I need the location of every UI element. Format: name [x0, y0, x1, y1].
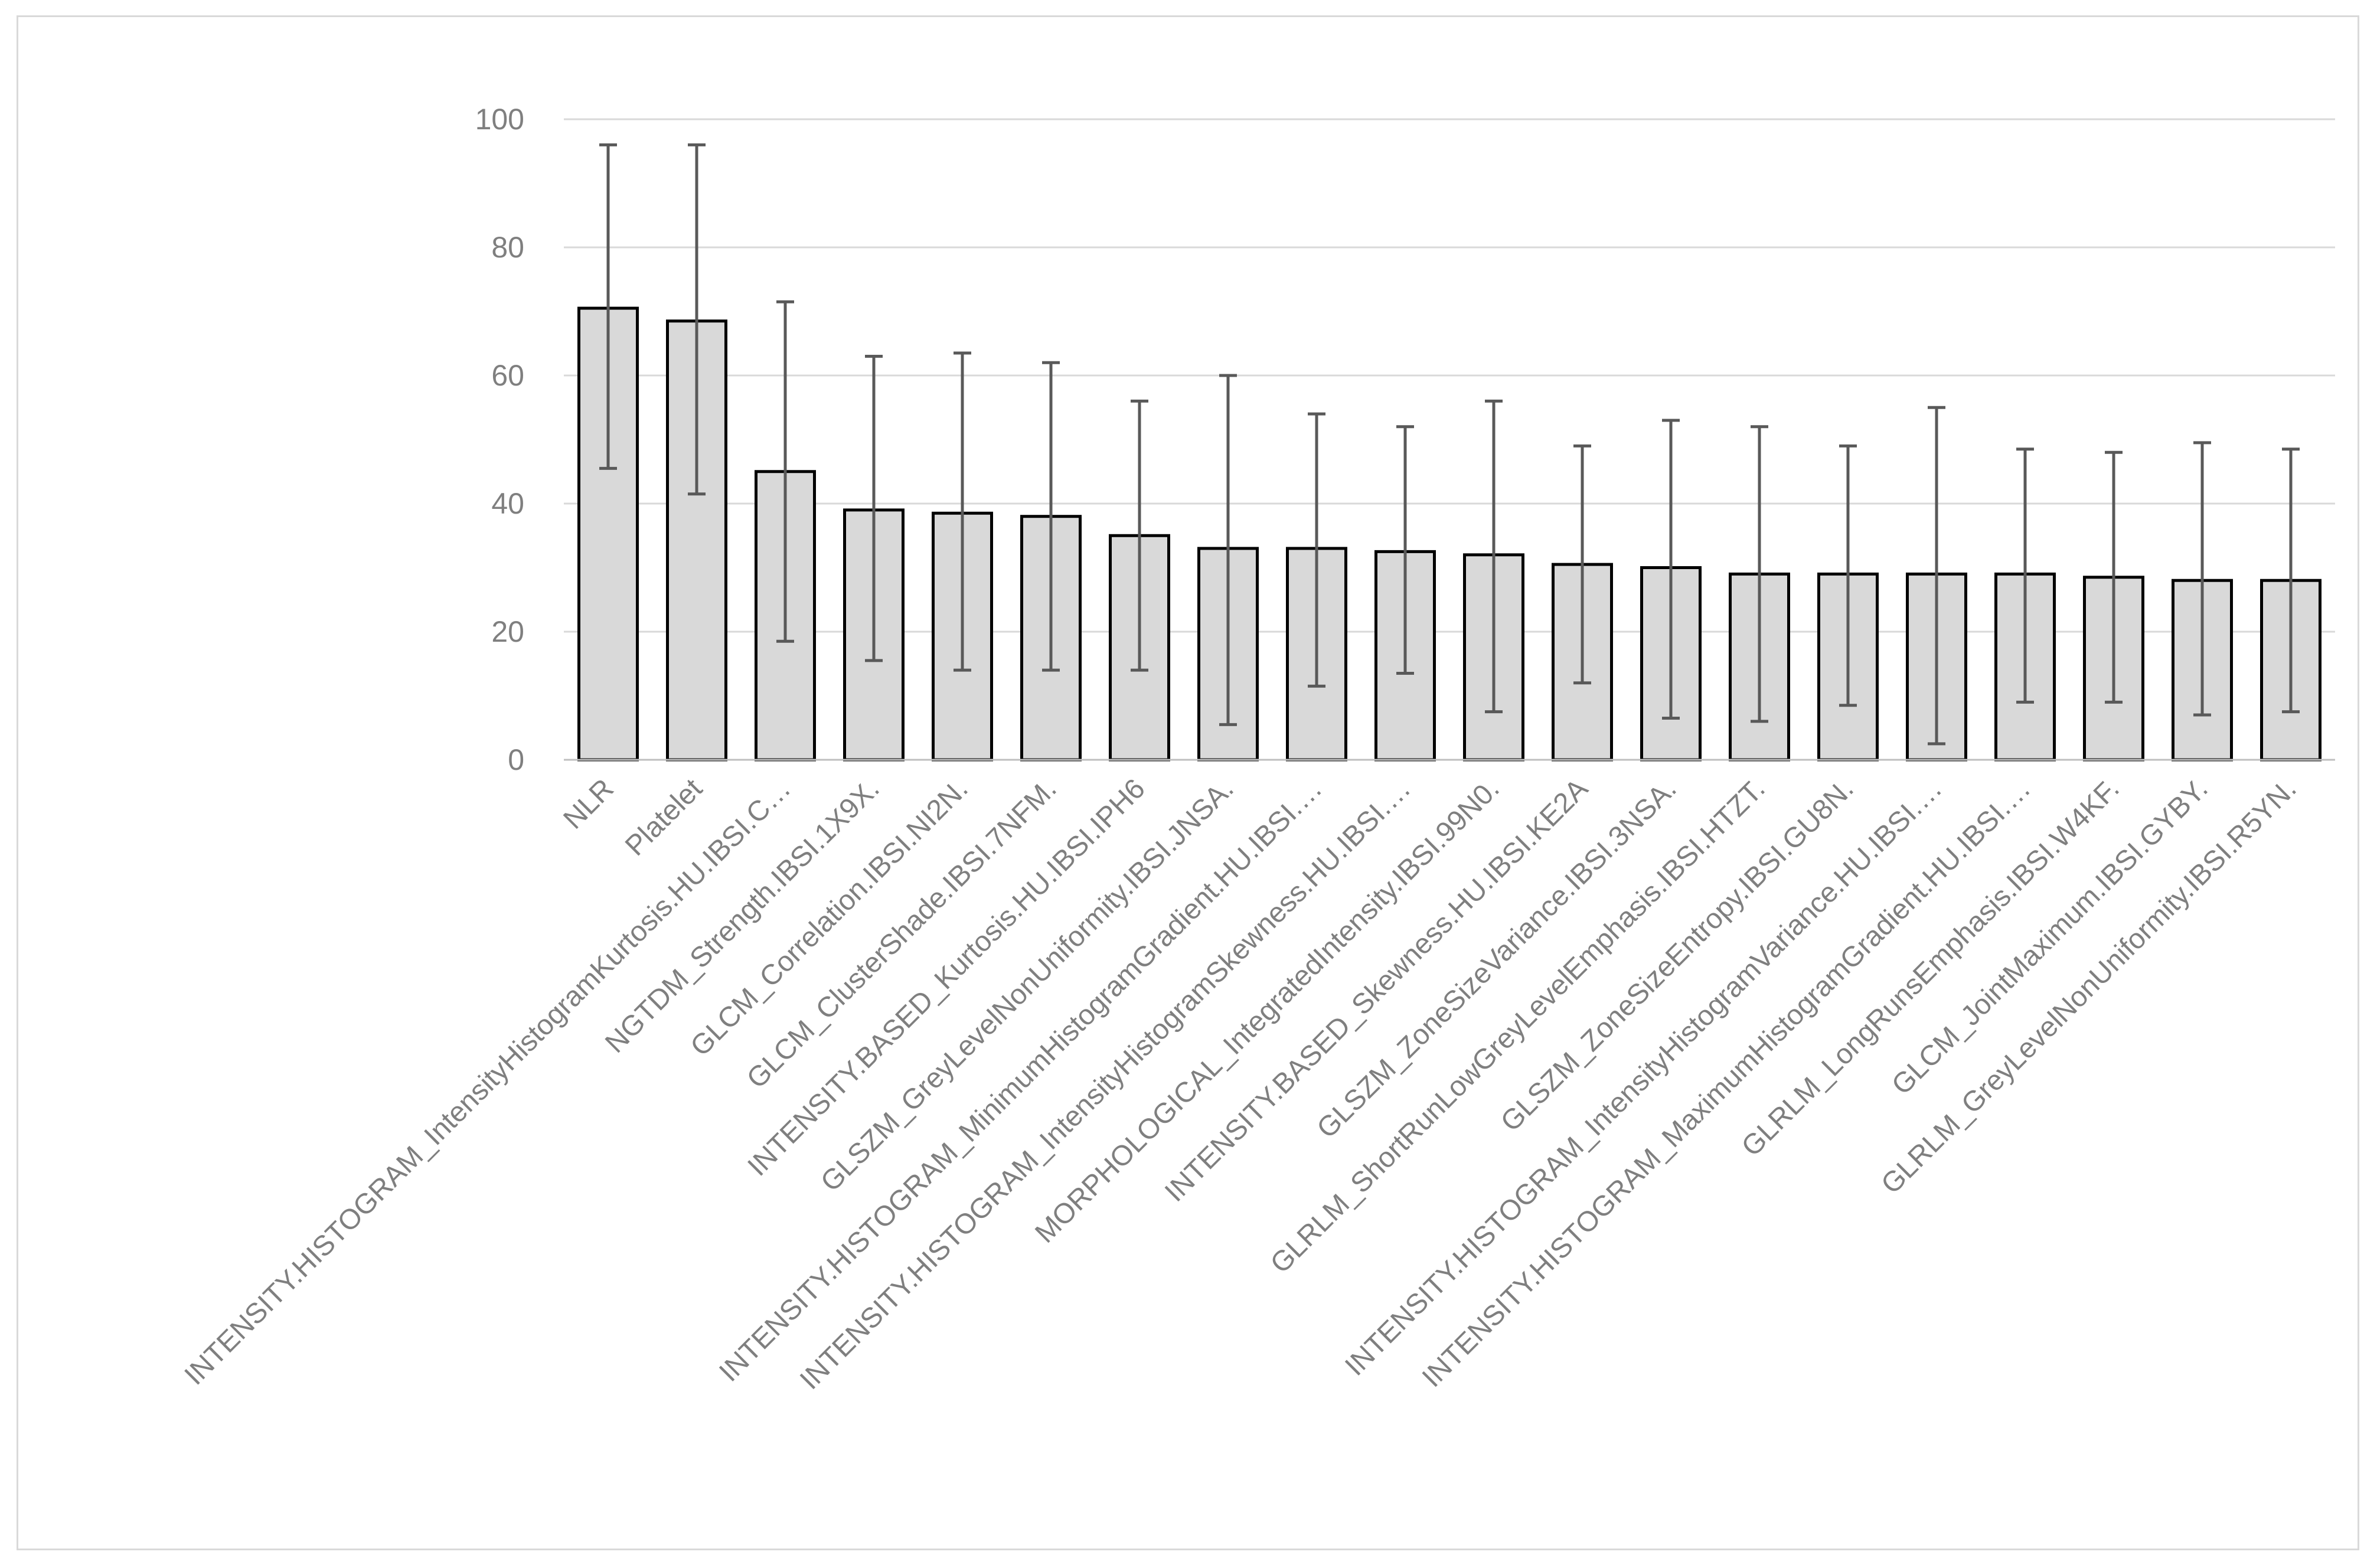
bars: [577, 306, 2322, 762]
error-bar: [688, 143, 706, 496]
error-bar: [1131, 399, 1148, 672]
x-tick-label: GLCM_ClusterShade.IBSI.7NFM.: [741, 773, 1063, 1095]
y-tick-label: 100: [475, 103, 524, 136]
error-bar: [1928, 406, 1945, 746]
error-bar: [599, 143, 617, 470]
chart-frame: [17, 15, 2359, 1550]
error-bar: [1662, 419, 1680, 720]
error-bars: [599, 143, 2300, 746]
x-tick-label: Platelet: [619, 773, 708, 862]
x-tick-label: NLR: [557, 773, 619, 835]
y-tick-label: 40: [491, 487, 524, 520]
error-bar: [2016, 447, 2034, 704]
y-tick-label: 80: [491, 231, 524, 264]
error-bar: [1308, 412, 1325, 688]
x-tick-label: INTENSITY.HISTOGRAM_IntensityHistogramKu…: [179, 773, 797, 1391]
y-tick-label: 20: [491, 615, 524, 648]
y-tick-label: 0: [508, 743, 524, 776]
error-bar: [1396, 425, 1414, 675]
x-tick-label: GLRLM_GreyLevelNonUniformity.IBSI.R5YN.: [1875, 773, 2302, 1200]
error-bar: [2282, 447, 2300, 714]
error-bar: [776, 300, 794, 643]
error-bar: [954, 351, 971, 672]
x-tick-label: INTENSITY.BASED_Skewness.HU.IBSI.KE2A: [1159, 773, 1594, 1208]
gridlines: [564, 118, 2335, 633]
error-bar: [1485, 399, 1503, 714]
x-tick-label: GLCM_JointMaximum.IBSI.GYBY.: [1886, 773, 2214, 1101]
error-bar: [1573, 444, 1591, 685]
error-bar: [1219, 374, 1237, 726]
x-axis-tick-labels: NLR PlateletINTENSITY.HISTOGRAM_Intensity…: [179, 773, 2303, 1396]
y-tick-label: 60: [491, 359, 524, 392]
error-bar: [865, 354, 883, 662]
x-tick-label: GLSZM_GreyLevelNonUniformity.IBSI.JNSA.: [815, 773, 1240, 1198]
error-bar: [1839, 444, 1857, 707]
error-bar: [1042, 361, 1060, 672]
error-bar: [2105, 450, 2123, 704]
error-bar: [1751, 425, 1768, 723]
error-bar: [2193, 441, 2211, 717]
y-axis-tick-labels: 0 20 40 60 80 100: [475, 103, 524, 776]
